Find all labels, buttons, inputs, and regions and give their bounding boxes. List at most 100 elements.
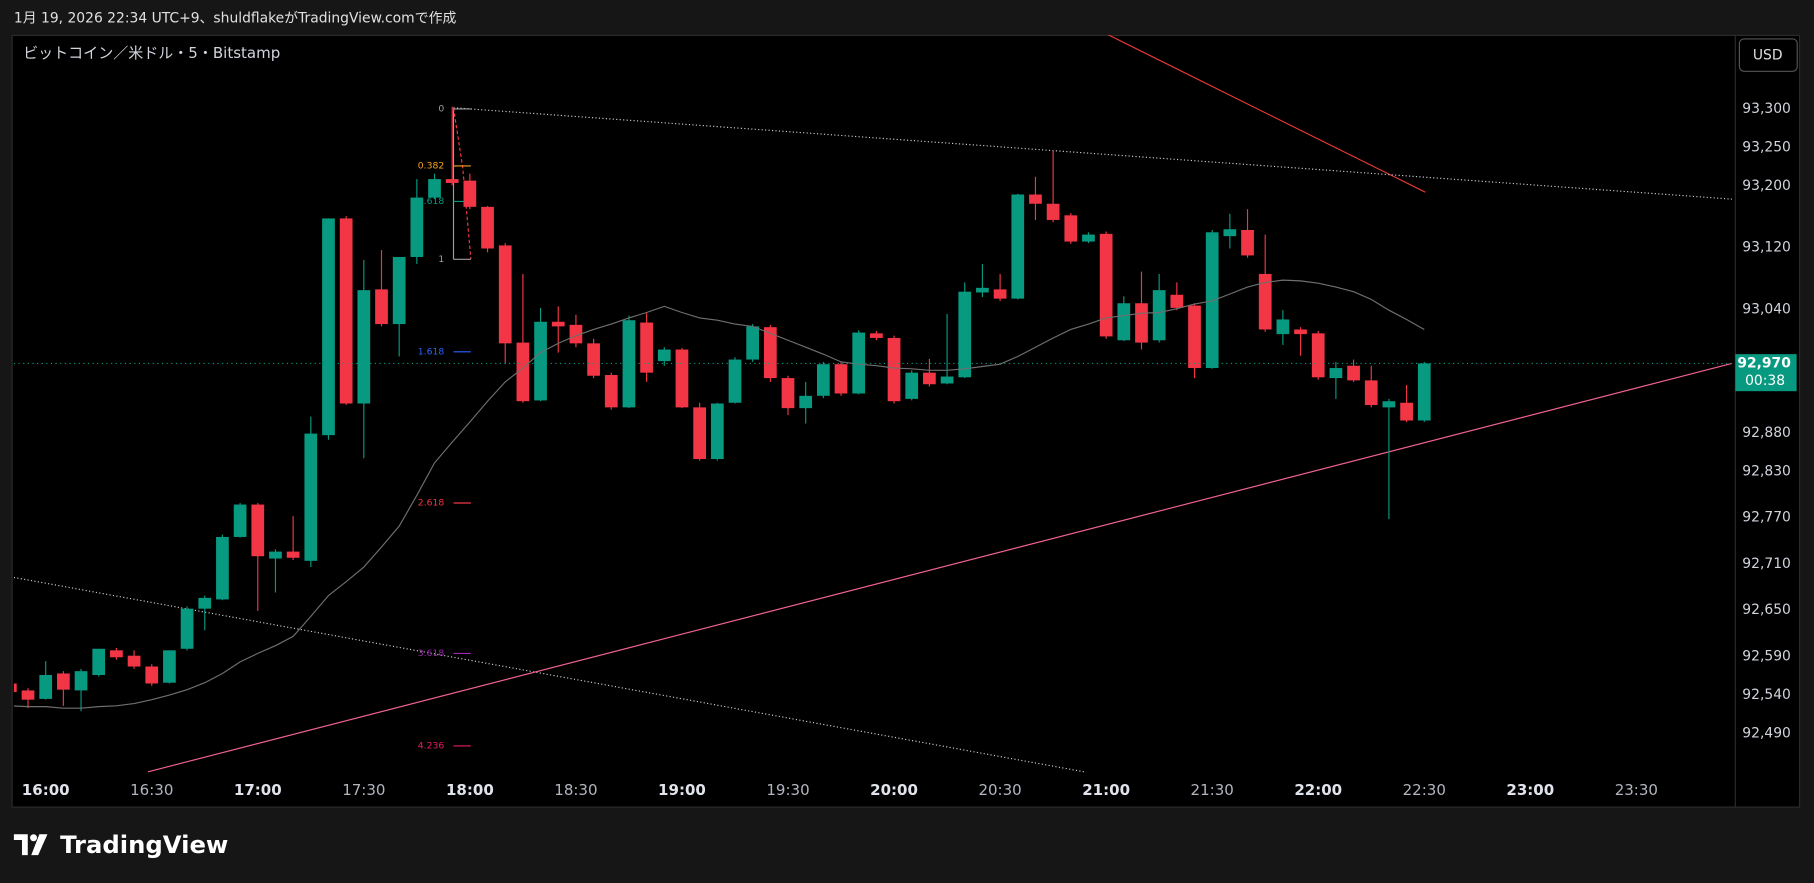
candle-body (74, 671, 88, 691)
y-tick-label: 92,830 (1742, 463, 1791, 479)
currency-button[interactable] (1738, 38, 1798, 72)
x-tick-label: 16:30 (130, 781, 173, 799)
candle-body (1082, 234, 1095, 242)
candle-body (198, 597, 212, 609)
candle-body (498, 245, 512, 344)
candle-body (1029, 194, 1042, 204)
x-tick-label: 19:00 (658, 781, 706, 799)
candle-body (887, 337, 901, 402)
candle-body (163, 650, 176, 683)
candle-body (551, 321, 565, 327)
fib-label: 0.618 (418, 196, 445, 207)
candle-body (1329, 368, 1343, 379)
x-tick-label: 19:30 (766, 781, 809, 799)
candle-body (516, 342, 530, 402)
x-tick-label: 18:00 (446, 781, 494, 799)
candle-body (710, 403, 724, 460)
candle-body (940, 376, 954, 384)
currency-label[interactable]: USD (1753, 48, 1783, 64)
fib-anchor (452, 107, 472, 260)
candle-body (1223, 229, 1237, 237)
candle-body (39, 674, 53, 699)
candle-body (92, 648, 106, 675)
candle-body (657, 349, 671, 362)
y-tick-label: 92,650 (1742, 602, 1791, 618)
fib-label: 1.618 (418, 346, 445, 357)
candle-body (463, 180, 477, 207)
x-tick-label: 22:00 (1294, 781, 1342, 799)
last-price-box (1735, 354, 1797, 392)
candle-body (57, 673, 70, 690)
y-tick-label: 93,200 (1742, 178, 1791, 194)
candle-body (852, 332, 866, 394)
candle-body (13, 683, 17, 692)
fib-label: 3.618 (418, 648, 445, 659)
y-tick-label: 92,590 (1742, 648, 1791, 664)
x-tick-label: 23:30 (1615, 781, 1658, 799)
logo-mark (31, 834, 48, 856)
x-tick-label: 22:30 (1403, 781, 1446, 799)
fib-label: 0 (438, 103, 444, 114)
candle-body (410, 197, 424, 257)
countdown: 00:38 (1745, 373, 1785, 389)
candle-body (233, 504, 247, 537)
x-tick-label: 20:00 (870, 781, 918, 799)
candle-body (799, 395, 813, 409)
moving-average (13, 279, 1425, 709)
y-tick-label: 92,880 (1742, 425, 1791, 441)
candle-body (145, 666, 159, 684)
candle-body (728, 359, 742, 403)
candle-body (375, 289, 388, 325)
y-tick-label: 92,770 (1742, 510, 1791, 526)
y-tick-label: 93,300 (1742, 101, 1791, 117)
fib-label: 0.382 (418, 160, 444, 171)
logo-mark (13, 834, 28, 856)
candle-body (587, 343, 600, 376)
axes: 93,300 93,250 93,200 93,120 93,040 92,880 92,8… (22, 101, 1797, 799)
candle-body (1294, 329, 1307, 335)
candle-body (870, 333, 883, 338)
candle-body (1099, 233, 1113, 337)
candle-body (1135, 303, 1148, 343)
candle-body (1152, 290, 1166, 341)
candle-body (445, 179, 459, 183)
candle-body (339, 218, 353, 404)
x-tick-label: 23:00 (1506, 781, 1554, 799)
logo-mark (30, 834, 38, 842)
candle-body (693, 407, 706, 460)
chart-panel (11, 34, 1801, 808)
fib-label: 2.618 (418, 498, 445, 509)
candle-body (976, 287, 989, 293)
trend-line (1108, 34, 1426, 193)
y-tick-label: 93,040 (1742, 301, 1791, 317)
candle-body (1347, 365, 1360, 381)
candle-body (216, 536, 229, 600)
candle-body (1382, 401, 1396, 408)
candle-body (357, 290, 371, 404)
candle-body (180, 608, 194, 649)
fib-label: 4.236 (418, 740, 445, 751)
x-tick-label: 18:30 (554, 781, 597, 799)
candle-body (1011, 194, 1025, 299)
candle-body (1205, 232, 1219, 369)
x-tick-label: 21:00 (1082, 781, 1130, 799)
candle-body (1241, 229, 1254, 256)
candle-body (286, 551, 300, 558)
candle-body (269, 551, 282, 559)
candle-body (1417, 363, 1431, 421)
y-tick-label: 92,710 (1742, 556, 1791, 572)
fib-label: 1 (438, 254, 444, 265)
y-tick-label: 92,490 (1742, 726, 1791, 742)
candle-body (622, 320, 636, 408)
y-tick-label: 93,250 (1742, 139, 1791, 155)
x-tick-label: 16:00 (22, 781, 70, 799)
logo (13, 834, 48, 856)
candle-body (481, 206, 494, 249)
candle-body (923, 372, 936, 385)
candle-body (1117, 303, 1131, 341)
last-price-label: 92,970 (1737, 355, 1791, 371)
candle-body (304, 433, 318, 561)
candle-body (781, 378, 795, 409)
candle-body (569, 324, 583, 344)
